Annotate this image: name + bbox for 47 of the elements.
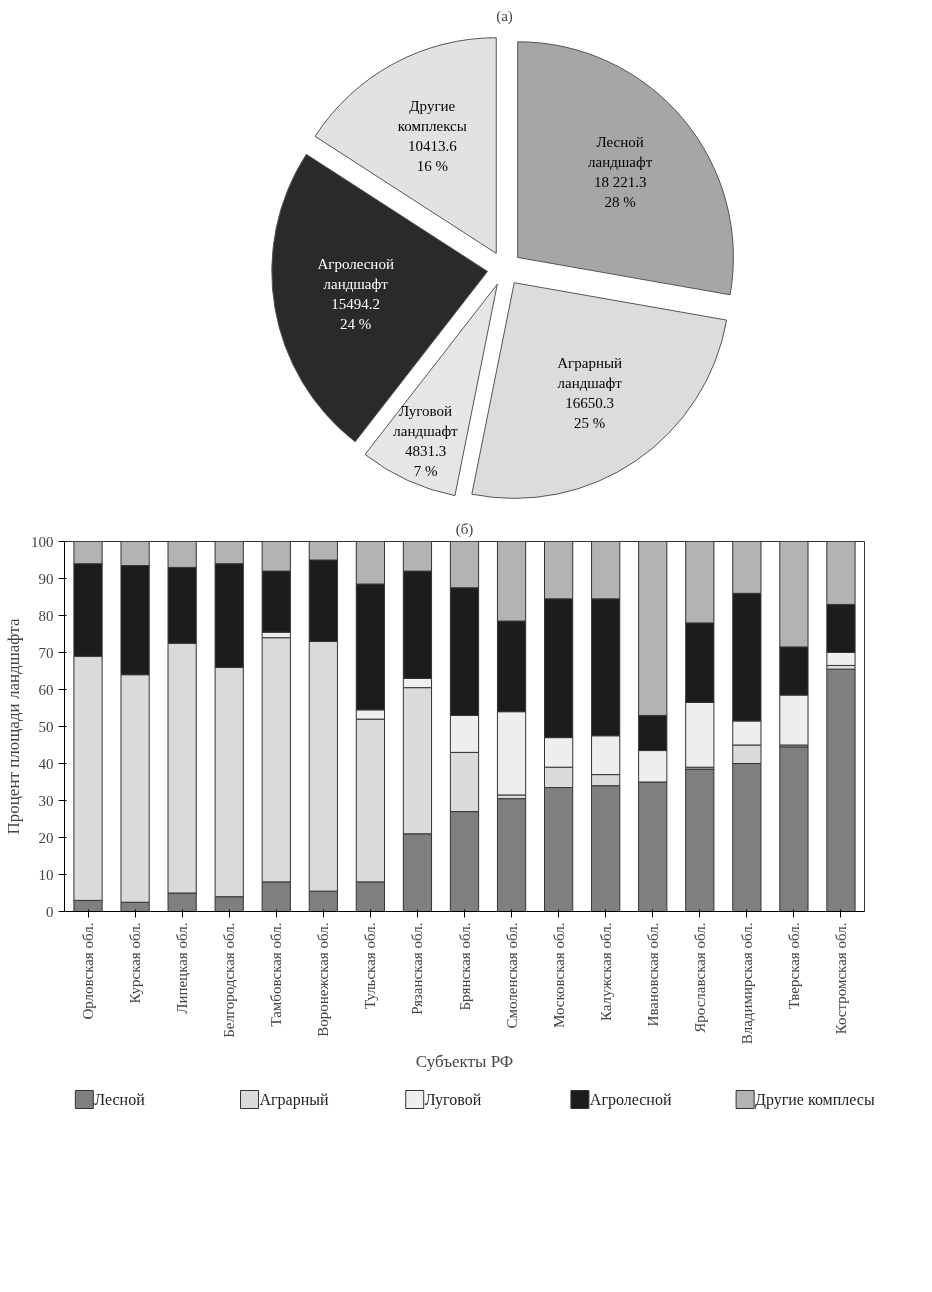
legend-label: Лесной [94,1091,146,1108]
legend-label: Луговой [424,1091,482,1109]
chart-title: (б) [455,520,474,538]
data-label: 15494.2 24 % [331,295,381,332]
y-tick-label: 90 [38,570,54,587]
y-tick-label: 80 [38,607,54,624]
slice-label: Агролесной ландшафт [317,255,394,292]
y-tick-label: 0 [46,903,54,920]
x-tick-label: Белгородская обл. [221,922,238,1038]
slice-label: Аграрный ландшафт [557,354,623,391]
x-tick-label: Ярославская обл. [691,922,708,1033]
data-label: 16650.3 25 % [565,394,615,431]
legend-label: Другие комплесы [755,1091,875,1109]
x-tick-label: Калужская обл. [597,922,614,1021]
x-tick-label: Владимирская обл. [738,922,755,1045]
y-tick-label: 20 [38,829,54,846]
slice-label: Лесной ландшафт [588,133,653,170]
x-tick-label: Брянская обл. [456,922,473,1011]
slice-label: Луговой ландшафт [393,402,459,439]
x-tick-label: Ивановская обл. [644,922,661,1027]
y-tick-label: 40 [38,755,54,772]
data-label: 18 221.3 28 % [593,173,647,210]
x-tick-label: Воронежская обл. [315,922,332,1037]
slice-label: Другие комплексы [397,98,467,135]
x-tick-label: Курская обл. [127,922,144,1004]
x-tick-label: Орловская обл. [80,922,97,1020]
y-tick-label: 50 [38,718,54,735]
chart-title: (a) [496,7,513,25]
y-tick-label: 30 [38,792,54,809]
x-tick-label: Московская обл. [550,922,567,1029]
data-label: 4831.3 7 % [404,442,447,479]
y-tick-label: 100 [31,533,54,550]
y-tick-label: 70 [38,644,54,661]
x-tick-label: Смоленская обл. [503,922,520,1029]
x-tick-label: Тульская обл. [362,922,379,1010]
y-axis-title: Процент площади ландшафта [4,618,23,835]
x-tick-label: Костромская обл. [832,922,849,1035]
x-axis-title: Субъекты РФ [415,1052,514,1072]
data-label: 10413.6 16 % [407,138,458,175]
y-tick-label: 10 [38,866,54,883]
x-tick-label: Рязанская обл. [409,922,426,1015]
y-tick-label: 60 [38,681,54,698]
x-tick-label: Липецкая обл. [174,922,191,1014]
legend-label: Аграрный [259,1091,329,1109]
legend-label: Агролесной [589,1091,672,1109]
x-tick-label: Тверская обл. [785,922,802,1010]
x-tick-label: Тамбовская обл. [268,922,285,1027]
